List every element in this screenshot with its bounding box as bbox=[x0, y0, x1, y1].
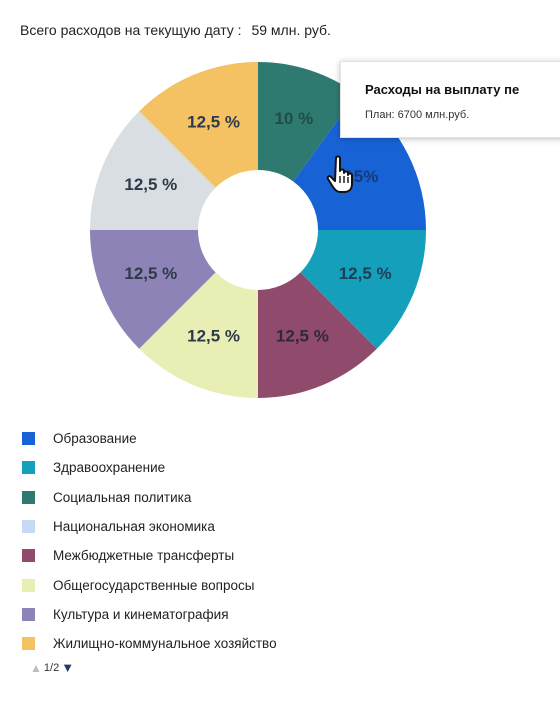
tooltip-plan: План: 6700 млн.руб. bbox=[365, 109, 470, 121]
legend-swatch bbox=[22, 520, 35, 534]
pie-slice[interactable] bbox=[300, 230, 426, 349]
slice-label: 10 % bbox=[274, 109, 313, 128]
legend-label: Национальная экономика bbox=[53, 519, 215, 535]
total-expenses-text: Всего расходов на текущую дату : 59 млн.… bbox=[20, 22, 331, 38]
legend-item[interactable]: Национальная экономика bbox=[22, 512, 277, 541]
legend-label: Межбюджетные трансферты bbox=[53, 548, 235, 564]
legend-label: Социальная политика bbox=[53, 489, 192, 505]
legend-swatch bbox=[22, 549, 35, 563]
legend-item[interactable]: Общегосударственные вопросы bbox=[22, 570, 277, 599]
legend-label: Здравоохранение bbox=[53, 460, 166, 476]
legend-label: Культура и кинематография bbox=[53, 606, 229, 622]
page-down-icon[interactable]: ▼ bbox=[61, 660, 75, 675]
hand-cursor-icon bbox=[326, 155, 353, 193]
pie-slice[interactable] bbox=[139, 272, 258, 398]
pie-slice[interactable] bbox=[139, 62, 258, 188]
legend-swatch bbox=[22, 432, 35, 446]
page-indicator: 1/2 bbox=[43, 661, 60, 674]
legend-swatch bbox=[22, 578, 35, 592]
page-up-icon[interactable]: ▲ bbox=[30, 660, 42, 675]
chart-tooltip: Расходы на выплату пе План: 6700 млн.руб… bbox=[340, 61, 560, 138]
slice-label: 12,5 % bbox=[124, 264, 177, 283]
total-expenses-value: 59 млн. руб. bbox=[251, 22, 331, 38]
legend-swatch bbox=[22, 637, 35, 651]
pie-slice[interactable] bbox=[258, 272, 377, 398]
legend-item[interactable]: Социальная политика bbox=[22, 483, 277, 512]
pie-slice[interactable] bbox=[90, 230, 216, 349]
slice-label: 12,5 % bbox=[124, 175, 177, 194]
legend-item[interactable]: Жилищно-коммунальное хозяйство bbox=[22, 629, 277, 658]
pie-slice[interactable] bbox=[258, 62, 357, 182]
legend-swatch bbox=[22, 607, 35, 621]
total-expenses-label: Всего расходов на текущую дату : bbox=[20, 22, 242, 38]
legend-label: Жилищно-коммунальное хозяйство bbox=[53, 636, 277, 652]
legend-item[interactable]: Здравоохранение bbox=[22, 453, 277, 482]
donut-chart[interactable]: 10 %15%12,5 %12,5 %12,5 %12,5 %12,5 %12,… bbox=[0, 0, 560, 420]
legend-item[interactable]: Образование bbox=[22, 424, 277, 453]
legend-swatch bbox=[22, 490, 35, 504]
pie-slice[interactable] bbox=[90, 111, 216, 230]
legend-item[interactable]: Межбюджетные трансферты bbox=[22, 541, 277, 570]
legend-label: Образование bbox=[53, 431, 137, 447]
slice-label: 12,5 % bbox=[339, 264, 392, 283]
legend-item[interactable]: Культура и кинематография bbox=[22, 600, 277, 629]
chart-legend: Образование Здравоохранение Социальная п… bbox=[22, 424, 277, 658]
pie-slice[interactable] bbox=[293, 94, 426, 230]
slice-label: 12,5 % bbox=[276, 327, 329, 346]
legend-pager: ▲ 1/2 ▼ bbox=[30, 660, 74, 675]
legend-swatch bbox=[22, 461, 35, 475]
legend-label: Общегосударственные вопросы bbox=[53, 577, 255, 593]
tooltip-title: Расходы на выплату пе bbox=[365, 82, 520, 97]
slice-label: 12,5 % bbox=[187, 327, 240, 346]
slice-label: 12,5 % bbox=[187, 112, 240, 131]
